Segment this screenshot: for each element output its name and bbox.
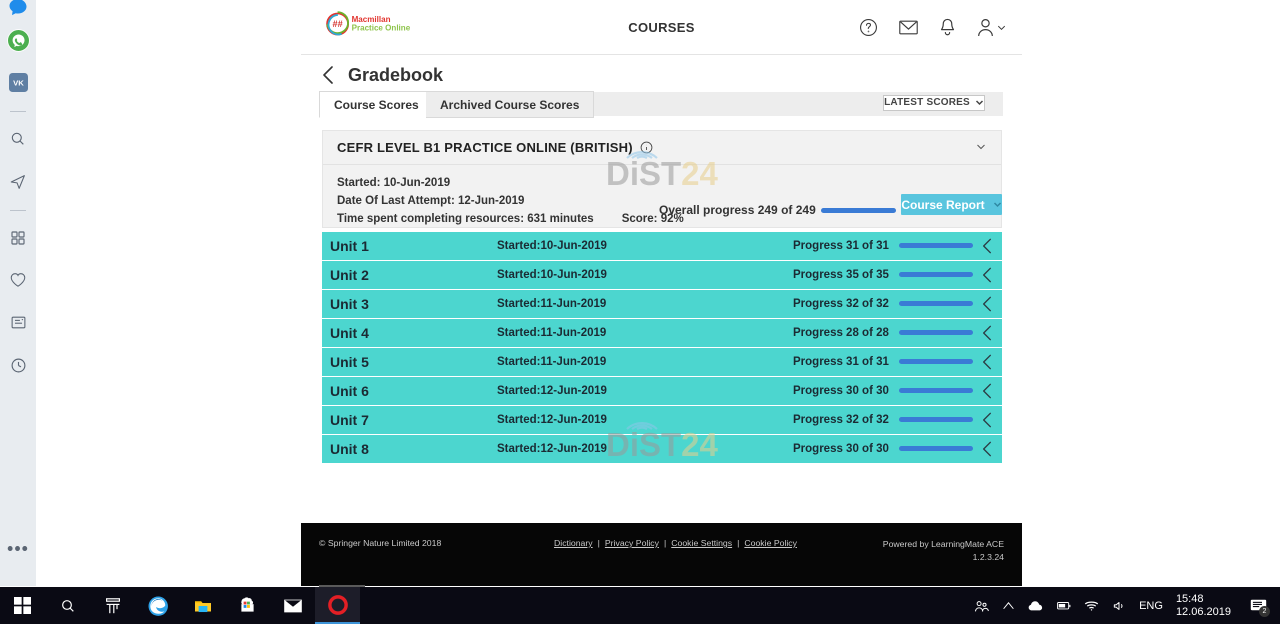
svg-text:Practice Online: Practice Online [352, 23, 411, 32]
svg-text:Macmillan: Macmillan [352, 15, 391, 24]
svg-text:##: ## [333, 19, 343, 29]
svg-text:VK: VK [13, 78, 24, 87]
